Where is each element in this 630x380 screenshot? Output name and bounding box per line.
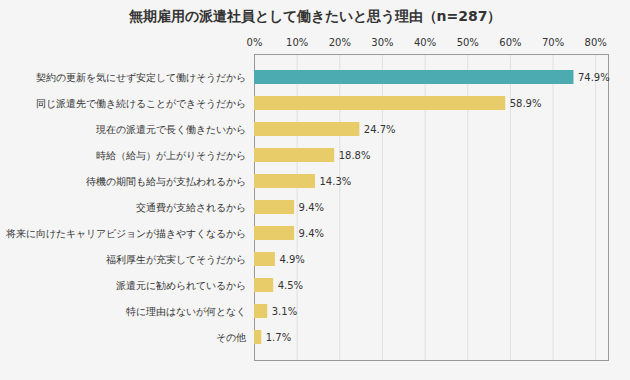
svg-text:60%: 60% bbox=[499, 37, 521, 48]
svg-text:現在の派遣元で長く働きたいから: 現在の派遣元で長く働きたいから bbox=[96, 124, 246, 135]
svg-text:契約の更新を気にせず安定して働けそうだから: 契約の更新を気にせず安定して働けそうだから bbox=[36, 72, 246, 84]
svg-text:74.9%: 74.9% bbox=[578, 72, 610, 83]
svg-text:14.3%: 14.3% bbox=[319, 176, 351, 187]
svg-text:同じ派遣先で働き続けることができそうだから: 同じ派遣先で働き続けることができそうだから bbox=[36, 98, 246, 109]
svg-text:40%: 40% bbox=[414, 37, 436, 48]
svg-text:待機の期間も給与が支払われるから: 待機の期間も給与が支払われるから bbox=[86, 176, 246, 187]
svg-text:10%: 10% bbox=[286, 37, 308, 48]
svg-text:福利厚生が充実してそうだから: 福利厚生が充実してそうだから bbox=[106, 254, 246, 265]
svg-text:30%: 30% bbox=[371, 37, 393, 48]
svg-text:80%: 80% bbox=[585, 37, 607, 48]
svg-text:特に理由はないが何となく: 特に理由はないが何となく bbox=[126, 306, 246, 317]
svg-text:将来に向けたキャリアビジョンが描きやすくなるから: 将来に向けたキャリアビジョンが描きやすくなるから bbox=[5, 228, 246, 239]
svg-text:70%: 70% bbox=[542, 37, 564, 48]
svg-text:時給（給与）が上がりそうだから: 時給（給与）が上がりそうだから bbox=[96, 150, 246, 161]
svg-text:4.9%: 4.9% bbox=[279, 254, 304, 265]
svg-text:50%: 50% bbox=[457, 37, 479, 48]
svg-text:9.4%: 9.4% bbox=[299, 202, 324, 213]
svg-text:0%: 0% bbox=[247, 37, 263, 48]
svg-text:24.7%: 24.7% bbox=[364, 124, 396, 135]
svg-text:その他: その他 bbox=[216, 332, 246, 343]
svg-text:3.1%: 3.1% bbox=[272, 306, 297, 317]
svg-text:20%: 20% bbox=[329, 37, 351, 48]
svg-text:4.5%: 4.5% bbox=[278, 280, 303, 291]
html-text:無期雇用の派遣社員として働きたいと思う理由（n=287）: 無期雇用の派遣社員として働きたいと思う理由（n=287） bbox=[128, 8, 502, 24]
svg-text:18.8%: 18.8% bbox=[339, 150, 371, 161]
svg-text:58.9%: 58.9% bbox=[510, 98, 542, 109]
svg-text:1.7%: 1.7% bbox=[266, 332, 291, 343]
svg-text:交通費が支給されるから: 交通費が支給されるから bbox=[136, 202, 246, 213]
svg-text:9.4%: 9.4% bbox=[299, 228, 324, 239]
svg-text:派遣元に勧められているから: 派遣元に勧められているから bbox=[116, 280, 246, 291]
